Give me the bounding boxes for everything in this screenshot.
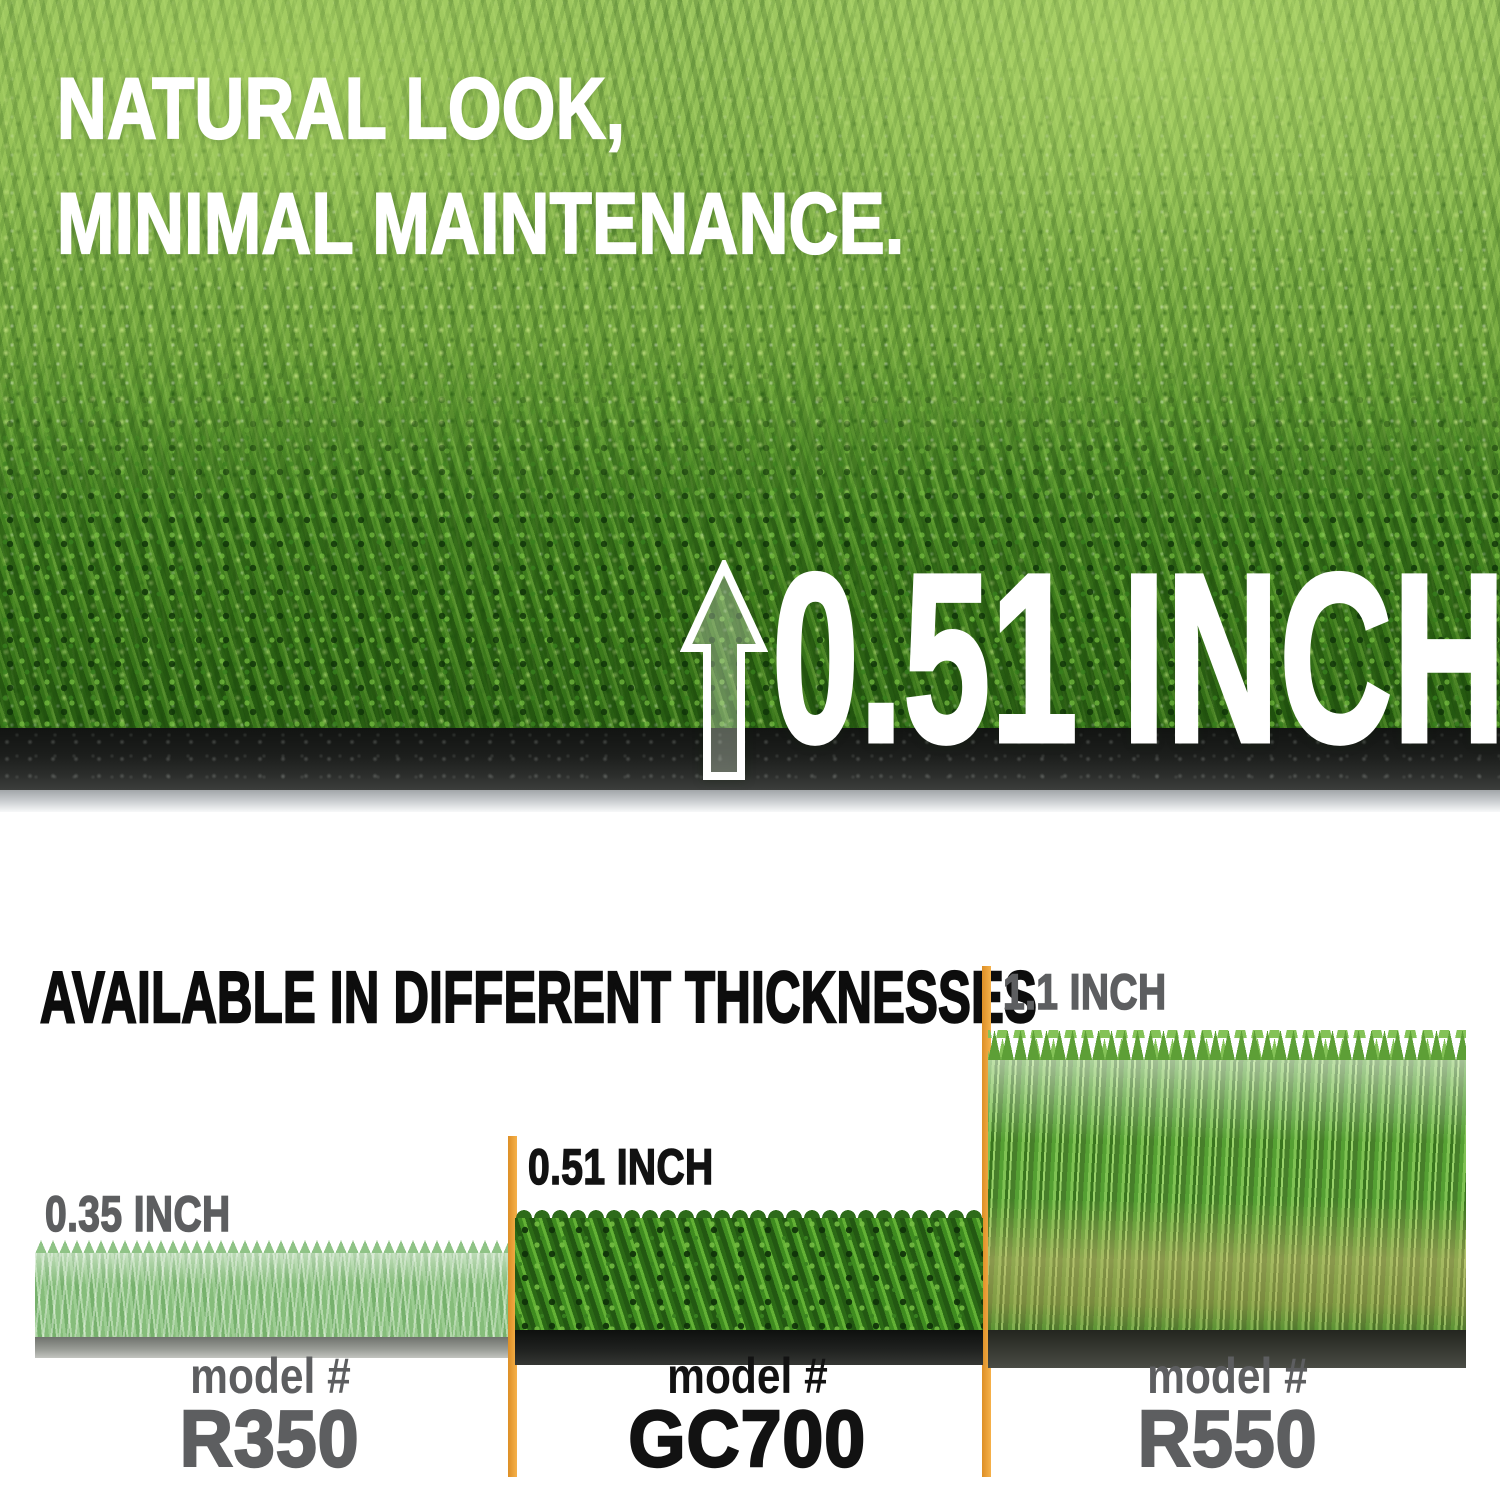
hero-turf-closeup-texture: [0, 340, 1500, 740]
turf-swatch-r550: [988, 1030, 1466, 1368]
model-label-r550: model # R550: [1000, 1348, 1455, 1483]
turf-swatch-gc700-blades: [515, 1203, 983, 1218]
turf-swatch-r350-pile: [35, 1253, 508, 1337]
thickness-label-r350-text: 0.35 INCH: [44, 1186, 231, 1242]
turf-swatch-r350: [35, 1240, 508, 1358]
up-arrow-icon: [680, 560, 768, 780]
thickness-label-r550-text: 1.1 INCH: [1002, 964, 1167, 1020]
model-number-r350-text: R350: [179, 1394, 360, 1483]
hero-headline-line1: NATURAL LOOK,: [56, 60, 626, 158]
turf-swatch-r350-blades: [35, 1240, 508, 1253]
model-label-gc700: model # GC700: [530, 1348, 965, 1483]
thickness-label-r350: 0.35 INCH: [44, 1186, 283, 1242]
floor-shadow: [0, 790, 1500, 814]
turf-swatch-gc700-backing: [515, 1330, 983, 1365]
hero-headline: NATURAL LOOK, MINIMAL MAINTENANCE.: [56, 52, 1116, 282]
model-prefix-r350: model #: [60, 1348, 480, 1404]
turf-swatch-gc700-pile: [515, 1218, 983, 1330]
model-number-r550-text: R550: [1137, 1394, 1318, 1483]
divider-left: [508, 1136, 517, 1477]
hero-headline-line2: MINIMAL MAINTENANCE.: [56, 175, 905, 273]
model-prefix-r550: model #: [1000, 1348, 1455, 1404]
thickness-label-r550: 1.1 INCH: [1002, 964, 1213, 1020]
model-number-gc700: GC700: [530, 1394, 965, 1483]
section-heading: AVAILABLE IN DIFFERENT THICKNESSES: [39, 958, 1500, 1038]
turf-swatch-r550-pile: [988, 1060, 1466, 1330]
hero-thickness-callout-text: 0.51 INCH: [770, 524, 1500, 792]
thickness-label-gc700: 0.51 INCH: [527, 1139, 766, 1195]
model-prefix-gc700: model #: [530, 1348, 965, 1404]
section-heading-text: AVAILABLE IN DIFFERENT THICKNESSES: [39, 958, 1038, 1038]
thickness-comparison-section: AVAILABLE IN DIFFERENT THICKNESSES 0.35 …: [0, 812, 1500, 1486]
model-prefix-r550-text: model #: [1147, 1348, 1308, 1404]
turf-swatch-r550-blades: [988, 1030, 1466, 1060]
turf-backing-edge: [0, 728, 1500, 790]
turf-swatch-r350-backing: [35, 1337, 508, 1358]
turf-swatch-r550-backing: [988, 1330, 1466, 1368]
thickness-label-gc700-text: 0.51 INCH: [527, 1139, 714, 1195]
model-number-r350: R350: [60, 1394, 480, 1483]
model-number-r550: R550: [1000, 1394, 1455, 1483]
model-prefix-gc700-text: model #: [667, 1348, 828, 1404]
hero-section: NATURAL LOOK, MINIMAL MAINTENANCE. 0.51 …: [0, 0, 1500, 812]
model-label-r350: model # R350: [60, 1348, 480, 1483]
turf-swatch-gc700: [515, 1203, 983, 1365]
hero-thickness-callout: 0.51 INCH: [770, 524, 1500, 792]
model-prefix-r350-text: model #: [189, 1348, 351, 1404]
divider-right: [982, 966, 991, 1477]
model-number-gc700-text: GC700: [627, 1394, 867, 1483]
